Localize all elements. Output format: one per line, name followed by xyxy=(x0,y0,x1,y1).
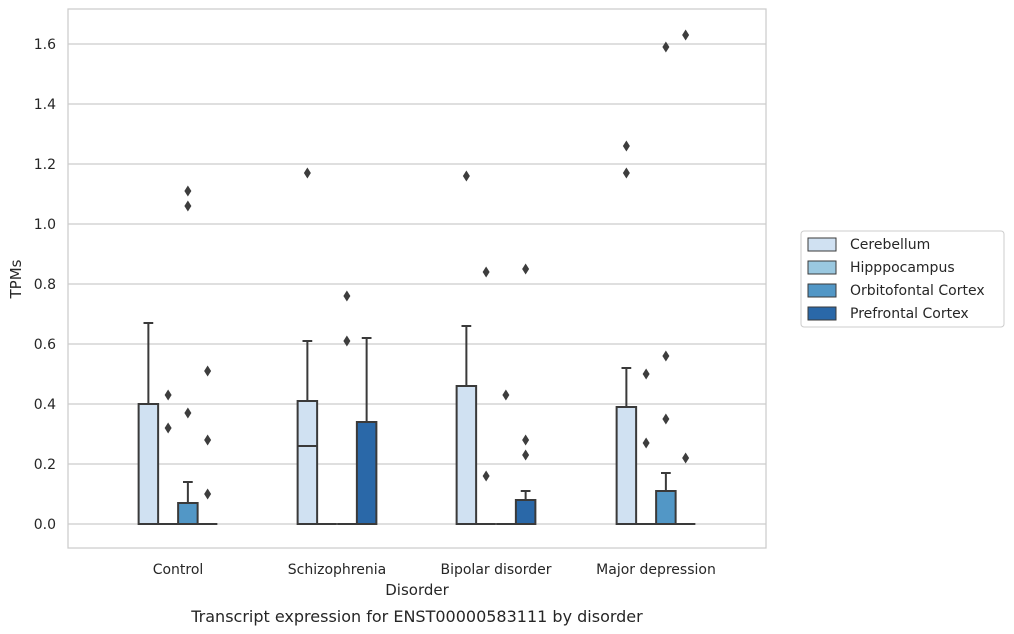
x-tick-labels: Control Schizophrenia Bipolar disorder Majo… xyxy=(153,562,716,578)
outlier-point xyxy=(662,350,670,362)
legend-swatch xyxy=(807,306,837,321)
outlier-point xyxy=(164,389,172,401)
box-body xyxy=(296,400,319,525)
outlier-point xyxy=(682,29,690,41)
legend-swatch xyxy=(807,260,837,275)
outlier-point xyxy=(662,413,670,425)
y-tick-label: 1.4 xyxy=(34,97,56,113)
outlier-point xyxy=(482,470,490,482)
legend-label: Hipppocampus xyxy=(850,260,955,276)
box-body xyxy=(455,385,478,525)
outlier-point xyxy=(622,140,630,152)
box-cerebellum xyxy=(615,367,638,525)
box-orbitofontal-cortex xyxy=(177,481,199,525)
box-orbitofontal-cortex xyxy=(655,472,677,525)
box-cerebellum xyxy=(137,322,160,525)
outlier-point xyxy=(522,449,530,461)
y-tick-label: 0.2 xyxy=(34,457,56,473)
outlier-point xyxy=(522,263,530,275)
chart-caption: Transcript expression for ENST0000058311… xyxy=(190,607,643,626)
box-prefrontal-cortex xyxy=(514,490,537,525)
y-tick-label: 0.8 xyxy=(34,277,56,293)
box-prefrontal-cortex xyxy=(355,337,378,525)
outlier-point xyxy=(622,167,630,179)
x-tick-label: Control xyxy=(153,562,204,578)
outlier-point xyxy=(204,434,212,446)
outlier-point xyxy=(204,488,212,500)
legend-frame xyxy=(800,230,1005,328)
y-tick-labels: 0.0 0.2 0.4 0.6 0.8 1.0 1.2 1.4 1.6 xyxy=(34,37,56,533)
outlier-point xyxy=(164,422,172,434)
outlier-point xyxy=(642,437,650,449)
legend: Cerebellum Hipppocampus Orbitofontal Corte… xyxy=(800,230,1005,328)
outlier-point xyxy=(184,185,192,197)
outlier-point xyxy=(642,368,650,380)
outlier-point xyxy=(502,389,510,401)
x-tick-label: Bipolar disorder xyxy=(440,562,551,578)
y-tick-label: 1.2 xyxy=(34,157,56,173)
outlier-point xyxy=(343,290,351,302)
box-cerebellum xyxy=(455,325,478,525)
outlier-point xyxy=(662,41,670,53)
y-tick-label: 0.0 xyxy=(34,517,56,533)
outlier-point xyxy=(303,167,311,179)
y-tick-label: 1.6 xyxy=(34,37,56,53)
outlier-point xyxy=(343,335,351,347)
y-tick-label: 0.4 xyxy=(34,397,56,413)
outlier-point xyxy=(184,407,192,419)
boxes xyxy=(137,322,696,525)
outlier-point xyxy=(204,365,212,377)
outlier-point xyxy=(522,434,530,446)
outlier-point xyxy=(184,200,192,212)
legend-swatch xyxy=(807,283,837,298)
outlier-point xyxy=(462,170,470,182)
x-tick-label: Major depression xyxy=(596,562,716,578)
legend-swatch xyxy=(807,237,837,252)
plot-area-frame xyxy=(67,8,767,549)
legend-label: Prefrontal Cortex xyxy=(850,306,969,322)
outlier-points xyxy=(164,29,690,500)
box-body xyxy=(615,406,638,525)
legend-label: Cerebellum xyxy=(850,237,930,253)
y-axis-label: TPMs xyxy=(7,259,25,299)
box-cerebellum xyxy=(296,340,319,525)
box-body xyxy=(514,499,537,525)
box-body xyxy=(655,490,677,525)
y-tick-label: 0.6 xyxy=(34,337,56,353)
x-axis-label: Disorder xyxy=(385,581,449,599)
legend-label: Orbitofontal Cortex xyxy=(850,283,985,299)
y-tick-label: 1.0 xyxy=(34,217,56,233)
x-tick-label: Schizophrenia xyxy=(288,562,386,578)
box-body xyxy=(137,403,160,525)
outlier-point xyxy=(682,452,690,464)
box-body xyxy=(355,421,378,525)
box-body xyxy=(177,502,199,525)
outlier-point xyxy=(482,266,490,278)
